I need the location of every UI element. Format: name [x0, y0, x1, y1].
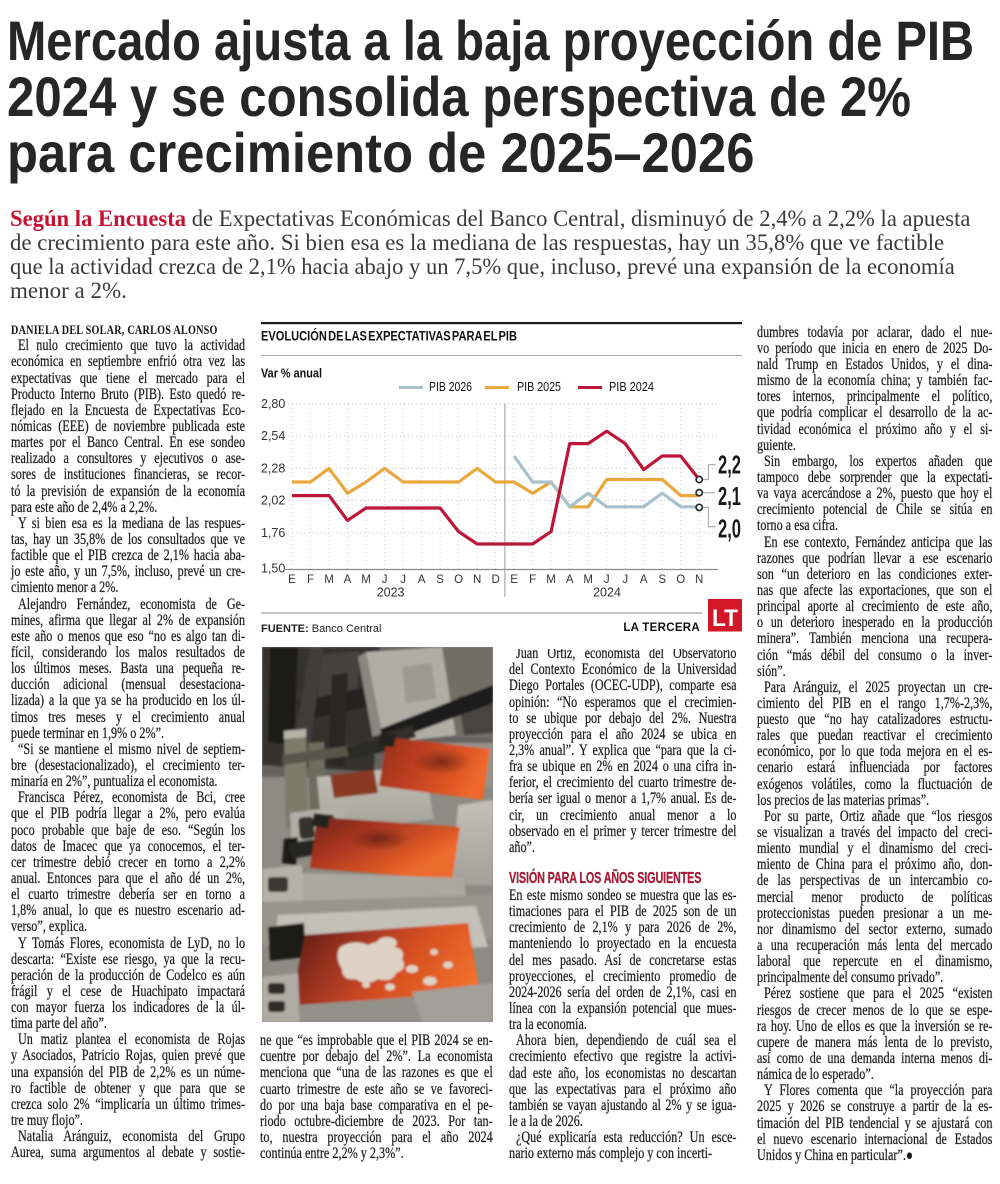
svg-text:LA TERCERA: LA TERCERA — [623, 622, 700, 634]
svg-text:PIB 2026: PIB 2026 — [429, 380, 472, 394]
svg-text:A: A — [566, 574, 574, 586]
svg-text:2,80: 2,80 — [261, 397, 285, 411]
svg-text:N: N — [695, 574, 703, 586]
svg-text:2,2: 2,2 — [718, 451, 741, 479]
svg-text:E: E — [288, 574, 296, 586]
svg-text:2024: 2024 — [593, 586, 621, 600]
svg-text:1,50: 1,50 — [261, 562, 285, 576]
svg-text:J: J — [622, 574, 628, 586]
svg-text:EVOLUCIÓN DE LAS EXPECTATIVAS: EVOLUCIÓN DE LAS EXPECTATIVAS PARA EL PI… — [261, 329, 517, 344]
svg-text:M: M — [546, 574, 556, 586]
svg-text:O: O — [676, 574, 685, 586]
svg-text:O: O — [454, 574, 463, 586]
svg-text:1,76: 1,76 — [261, 526, 285, 540]
svg-text:2,0: 2,0 — [718, 515, 741, 543]
svg-text:2,1: 2,1 — [718, 483, 741, 511]
svg-text:J: J — [400, 574, 406, 586]
svg-text:M: M — [361, 574, 371, 586]
svg-text:A: A — [640, 574, 648, 586]
svg-text:2023: 2023 — [377, 586, 405, 600]
svg-text:2,02: 2,02 — [261, 494, 285, 508]
svg-text:S: S — [658, 574, 666, 586]
svg-text:A: A — [344, 574, 352, 586]
svg-text:M: M — [324, 574, 334, 586]
svg-text:2,54: 2,54 — [261, 429, 285, 443]
svg-text:J: J — [604, 574, 610, 586]
svg-text:F: F — [529, 574, 536, 586]
svg-text:N: N — [473, 574, 481, 586]
svg-text:FUENTE: Banco Central: FUENTE: Banco Central — [261, 623, 381, 635]
svg-text:M: M — [583, 574, 593, 586]
svg-text:2,28: 2,28 — [261, 461, 285, 475]
svg-text:D: D — [491, 574, 499, 586]
svg-text:PIB 2024: PIB 2024 — [609, 380, 654, 394]
svg-text:F: F — [307, 574, 314, 586]
svg-text:S: S — [436, 574, 444, 586]
svg-text:Var % anual: Var % anual — [261, 366, 322, 381]
svg-text:LT: LT — [712, 605, 738, 632]
svg-text:PIB 2025: PIB 2025 — [517, 380, 561, 394]
svg-text:J: J — [382, 574, 388, 586]
svg-text:A: A — [418, 574, 426, 586]
svg-text:E: E — [510, 574, 518, 586]
